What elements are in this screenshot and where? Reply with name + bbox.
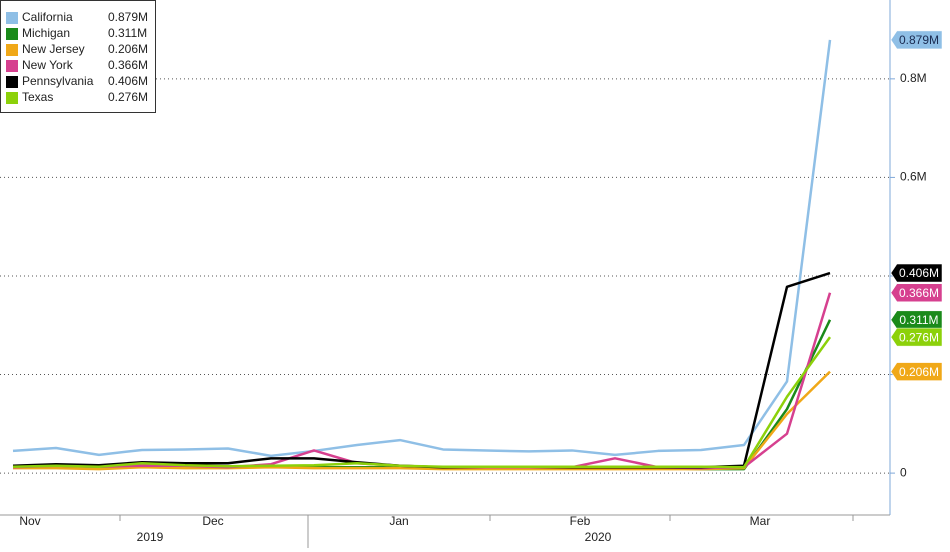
- y-tick-label: 0.6M: [900, 170, 927, 184]
- month-label: Feb: [570, 514, 591, 528]
- y-tick-label: 0.8M: [900, 71, 927, 85]
- value-tag-box: [890, 310, 943, 330]
- series-line: [12, 271, 831, 469]
- legend-swatch: [6, 60, 18, 72]
- value-tag-label: 0.366M: [899, 286, 939, 300]
- value-tag-label: 0.406M: [899, 266, 939, 280]
- legend-value: 0.879M: [108, 10, 148, 24]
- legend-value: 0.311M: [108, 26, 147, 40]
- value-tag: 0.206M: [890, 362, 943, 381]
- year-label: 2019: [137, 530, 164, 544]
- value-tag-label: 0.276M: [899, 330, 939, 344]
- value-tag: 0.311M: [890, 310, 943, 330]
- value-tag: 0.366M: [890, 283, 943, 302]
- series-line: [12, 336, 832, 469]
- month-label: Dec: [202, 514, 223, 528]
- legend-swatch: [6, 12, 18, 24]
- legend-swatch: [6, 44, 18, 56]
- legend-box: [0, 0, 156, 113]
- legend-swatch: [6, 92, 18, 104]
- y-tick-label: 0: [900, 465, 907, 479]
- value-tag-box: [890, 283, 943, 302]
- series-line: [13, 319, 832, 471]
- legend-value: 0.406M: [108, 74, 148, 88]
- month-label: Jan: [389, 514, 408, 528]
- legend-value: 0.206M: [108, 42, 148, 56]
- value-tag: 0.406M: [890, 263, 943, 283]
- value-tag-label: 0.311M: [899, 313, 938, 327]
- value-tag-box: [890, 30, 943, 50]
- series-line: [13, 370, 831, 471]
- legend-label: Michigan: [22, 26, 70, 40]
- legend-label: New Jersey: [22, 42, 85, 56]
- month-label: Mar: [750, 514, 771, 528]
- legend: California 0.879M Michigan 0.311M New Jersey…: [0, 0, 156, 113]
- legend-label: Pennsylvania: [22, 74, 94, 88]
- value-tag-label: 0.206M: [899, 365, 939, 379]
- series-line: [12, 39, 832, 458]
- value-tag: 0.879M: [890, 30, 943, 50]
- value-tag: 0.276M: [890, 327, 943, 347]
- legend-label: Texas: [22, 90, 53, 104]
- legend-swatch: [6, 28, 18, 40]
- month-label: Nov: [19, 514, 40, 528]
- legend-value: 0.366M: [108, 58, 148, 72]
- value-tag-box: [890, 362, 943, 381]
- legend-label: California: [22, 10, 73, 24]
- value-tag-label: 0.879M: [899, 33, 939, 47]
- legend-swatch: [6, 76, 18, 88]
- month-ticks: [119, 515, 854, 548]
- series-line: [12, 292, 832, 470]
- legend-value: 0.276M: [108, 90, 148, 104]
- legend-label: New York: [22, 58, 74, 72]
- year-label: 2020: [585, 530, 612, 544]
- value-tag-box: [890, 327, 943, 347]
- value-tag-box: [890, 263, 943, 283]
